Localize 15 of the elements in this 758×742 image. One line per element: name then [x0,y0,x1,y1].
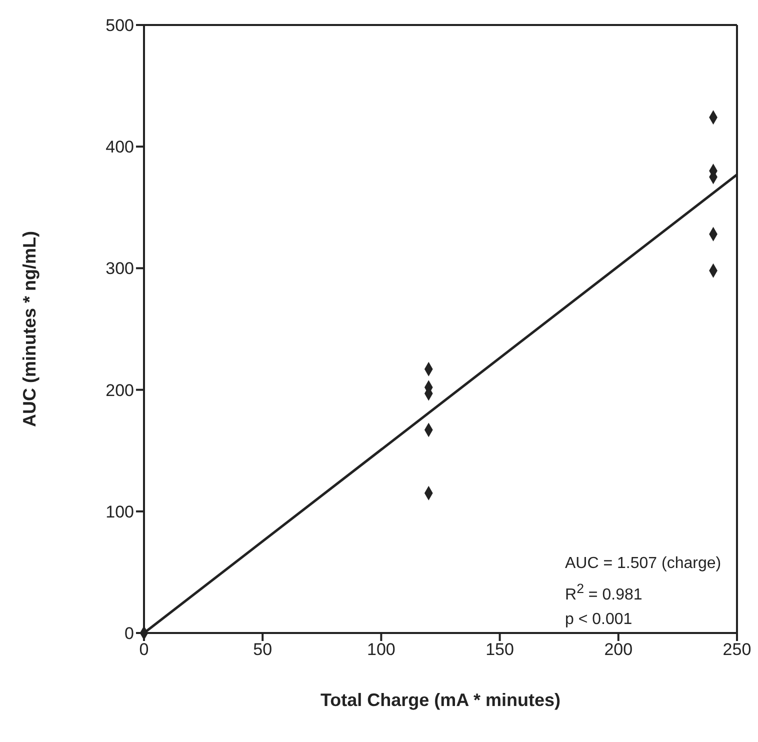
x-tick-label: 0 [139,640,149,660]
y-tick-label: 200 [106,380,134,400]
fit-statistics: AUC = 1.507 (charge) R$^{2}$ = 0.981 p < 0.001 [565,554,722,630]
x-tick-label: 250 [722,640,752,660]
y-axis-title: AUC (minutes * ng/mL) [20,231,40,427]
x-tick-label: 200 [604,640,633,660]
x-tick-label: 50 [253,640,272,660]
y-tick-label: 500 [106,16,134,36]
y-tick-label: 100 [106,502,134,522]
y-tick-label: 400 [106,138,134,157]
x-axis-title: Total Charge (mA * minutes) [320,690,561,711]
y-tick-label: 300 [106,259,134,278]
y-tick-label: 0 [124,624,134,644]
x-tick-label: 100 [367,640,396,660]
x-tick-label: 150 [486,640,514,660]
